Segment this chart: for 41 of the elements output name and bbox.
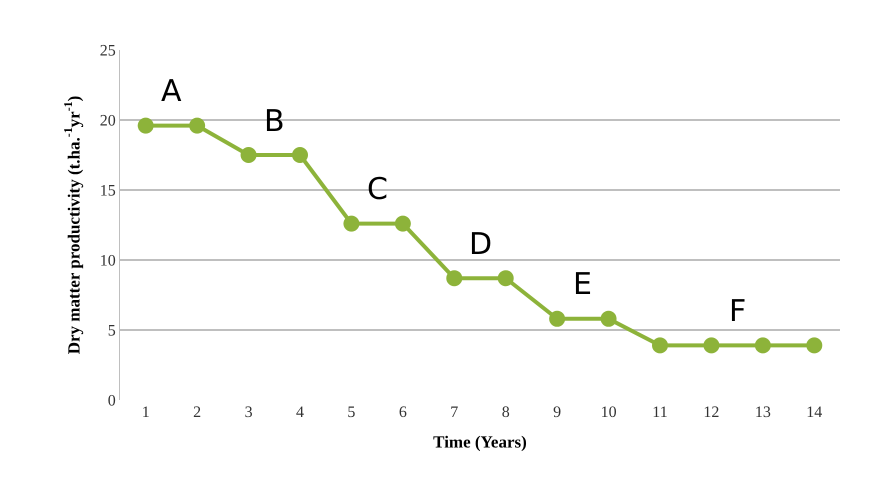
- x-tick-label: 9: [553, 404, 562, 421]
- x-tick-label: 7: [450, 404, 458, 421]
- y-tick-label: 15: [100, 182, 116, 200]
- x-tick-label: 3: [244, 404, 253, 421]
- x-tick-label: 2: [193, 404, 202, 421]
- point: [394, 216, 411, 232]
- point: [446, 270, 462, 286]
- annotation: A: [161, 74, 182, 109]
- x-tick-label: 4: [296, 404, 304, 421]
- point: [754, 337, 771, 354]
- point: [652, 337, 668, 354]
- y-tick-label: 10: [100, 252, 116, 270]
- point: [600, 310, 617, 327]
- annotation: C: [367, 172, 388, 207]
- point: [703, 337, 720, 354]
- point: [189, 118, 206, 134]
- annotation: F: [729, 294, 746, 329]
- x-tick-label: 5: [347, 404, 356, 421]
- point: [292, 147, 308, 163]
- y-tick-label: 20: [100, 112, 116, 130]
- x-tick-label: 11: [652, 404, 668, 421]
- x-tick-label: 14: [806, 404, 822, 421]
- x-tick-label: 13: [754, 404, 771, 421]
- y-tick-label: 25: [100, 42, 116, 60]
- x-tick-label: 6: [398, 404, 407, 421]
- x-tick-label: 10: [600, 404, 617, 421]
- point: [138, 118, 154, 134]
- x-tick-label: 12: [703, 404, 720, 421]
- annotation: B: [264, 104, 285, 139]
- point: [806, 337, 822, 354]
- point: [240, 147, 257, 163]
- x-axis-title: Time (Years): [433, 432, 527, 452]
- y-tick-label: 0: [108, 392, 116, 410]
- y-tick-label: 5: [108, 322, 116, 340]
- annotation: D: [469, 227, 492, 262]
- point: [343, 216, 360, 232]
- x-tick-label: 1: [142, 404, 150, 421]
- x-tick-label: 8: [502, 404, 510, 421]
- point: [498, 270, 514, 286]
- annotation: E: [573, 267, 592, 302]
- point: [549, 310, 566, 327]
